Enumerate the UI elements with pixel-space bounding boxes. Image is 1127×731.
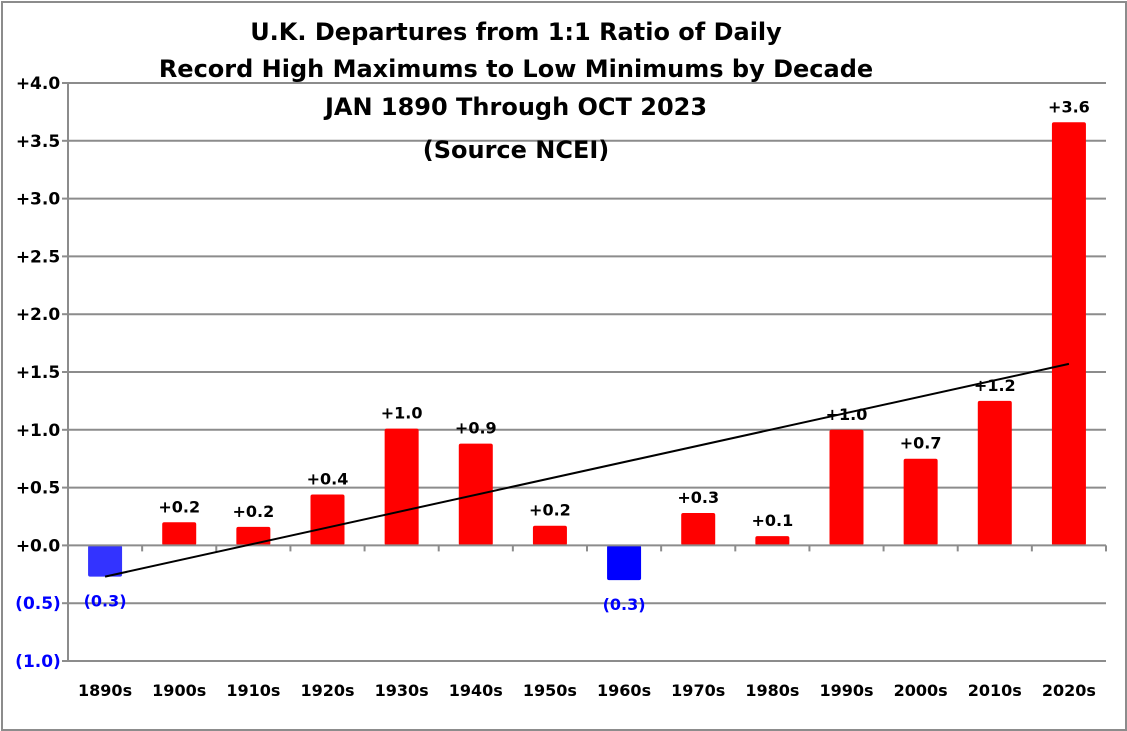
y-tick-label: +1.0 xyxy=(16,421,61,441)
x-tick-label: 1910s xyxy=(226,681,280,700)
data-label: +1.0 xyxy=(826,405,868,424)
y-tick-label: +3.0 xyxy=(16,190,61,210)
x-tick-label: 1890s xyxy=(78,681,132,700)
bar-1950s xyxy=(532,525,567,546)
data-label: +1.0 xyxy=(381,404,423,423)
bar-1980s xyxy=(755,536,790,546)
chart-title: U.K. Departures from 1:1 Ratio of Daily … xyxy=(159,18,873,164)
title-line-1: U.K. Departures from 1:1 Ratio of Daily xyxy=(250,18,782,46)
data-label: +0.4 xyxy=(307,470,349,489)
x-tick-label: 1970s xyxy=(671,681,725,700)
data-label: +0.3 xyxy=(677,488,719,507)
x-tick-label: 1940s xyxy=(449,681,503,700)
x-tick-label: 1980s xyxy=(745,681,799,700)
y-tick-label: +2.0 xyxy=(16,305,61,325)
data-label: +1.2 xyxy=(974,376,1016,395)
y-tick-label: +2.5 xyxy=(16,247,60,267)
bar-1930s xyxy=(384,428,419,546)
x-tick-label: 1990s xyxy=(819,681,873,700)
data-label: +0.7 xyxy=(900,434,942,453)
title-line-2: Record High Maximums to Low Minimums by … xyxy=(159,55,873,83)
bar-1900s xyxy=(162,522,197,546)
data-label: +3.6 xyxy=(1048,97,1090,116)
bar-1970s xyxy=(681,513,716,546)
x-tick-label: 1950s xyxy=(523,681,577,700)
data-label: +0.1 xyxy=(751,511,793,530)
data-label: +0.9 xyxy=(455,419,497,438)
x-tick-label: 2010s xyxy=(968,681,1022,700)
bar-2010s xyxy=(977,400,1012,546)
title-line-4: (Source NCEI) xyxy=(423,136,610,164)
y-tick-label: (1.0) xyxy=(15,652,61,672)
bar-1890s xyxy=(88,545,123,577)
data-label: +0.2 xyxy=(232,502,274,521)
x-tick-label: 1900s xyxy=(152,681,206,700)
y-tick-label: +3.5 xyxy=(16,132,60,152)
title-line-3: JAN 1890 Through OCT 2023 xyxy=(323,93,707,121)
x-tick-label: 2020s xyxy=(1042,681,1096,700)
data-label: (0.3) xyxy=(84,592,127,611)
data-label: (0.3) xyxy=(603,595,646,614)
y-tick-label: +4.0 xyxy=(16,74,61,94)
bar-1910s xyxy=(236,526,271,546)
x-tick-label: 1960s xyxy=(597,681,651,700)
y-tick-label: (0.5) xyxy=(15,594,61,614)
y-tick-label: +0.5 xyxy=(16,479,60,499)
y-tick-label: +0.0 xyxy=(16,536,61,556)
bar-1920s xyxy=(310,494,345,546)
x-tick-label: 2000s xyxy=(894,681,948,700)
data-label: +0.2 xyxy=(158,497,200,516)
trendline xyxy=(104,362,1070,578)
bar-2000s xyxy=(903,458,938,546)
y-tick-label: +1.5 xyxy=(16,363,60,383)
data-label: +0.2 xyxy=(529,501,571,520)
x-tick-label: 1930s xyxy=(375,681,429,700)
x-tick-label: 1920s xyxy=(300,681,354,700)
bar-1990s xyxy=(829,429,864,546)
bar-1960s xyxy=(607,545,642,581)
bar-2020s xyxy=(1051,122,1086,546)
